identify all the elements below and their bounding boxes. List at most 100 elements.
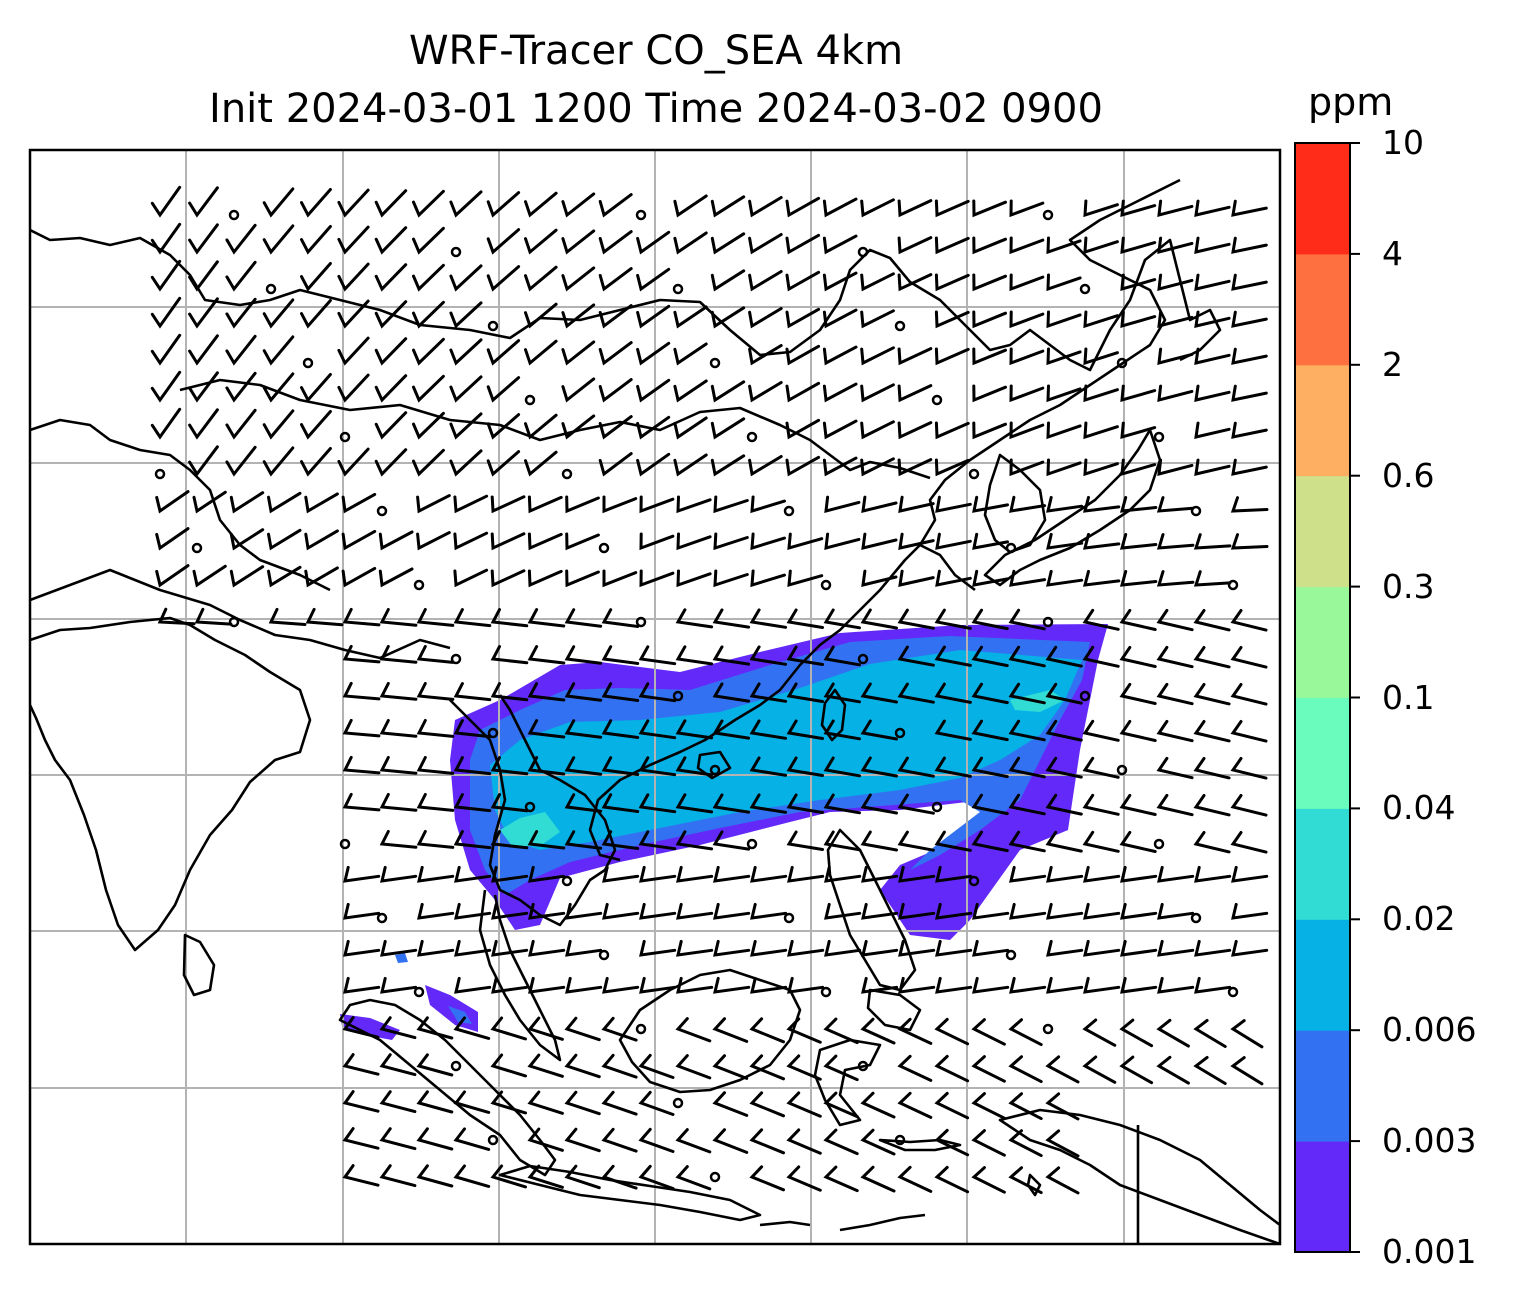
calm-wind-marker — [1227, 579, 1239, 591]
wind-barb — [786, 645, 824, 666]
wind-barb — [749, 682, 788, 703]
wind-barb — [225, 334, 257, 366]
wind-barb — [1119, 1055, 1154, 1085]
coastline-korea — [983, 453, 1047, 554]
wind-barb — [602, 569, 638, 588]
border-himalaya — [30, 568, 451, 660]
wind-barb — [1008, 830, 1046, 853]
wind-barb — [638, 1053, 675, 1079]
wind-barb — [1083, 902, 1121, 920]
wind-barb — [786, 682, 824, 703]
wind-barb — [188, 334, 219, 366]
wind-barb — [1045, 1092, 1080, 1121]
wind-barb — [561, 340, 596, 366]
calm-wind-marker — [487, 320, 499, 332]
wind-barb — [453, 568, 489, 588]
wind-barb — [713, 939, 751, 957]
colorbar-tick-label: 0.04 — [1382, 788, 1456, 828]
wind-barb — [897, 830, 935, 852]
wind-barb — [601, 719, 640, 739]
wind-barb — [564, 793, 603, 813]
wind-barb — [1083, 865, 1121, 883]
calm-wind-marker — [1153, 838, 1165, 850]
colorbar-segment — [1295, 1141, 1350, 1253]
wind-barb — [1082, 645, 1120, 668]
wind-barb — [1193, 1018, 1227, 1048]
wind-barb — [188, 297, 219, 329]
wind-barb — [416, 756, 455, 775]
wind-barb — [824, 902, 862, 920]
calm-wind-marker — [228, 209, 240, 221]
wind-barb — [598, 230, 633, 255]
wind-barb — [490, 532, 526, 551]
wind-barb — [934, 310, 970, 329]
wind-barb — [636, 341, 671, 366]
wind-barb — [785, 233, 821, 255]
wind-barb — [262, 298, 295, 329]
wind-barb — [1046, 865, 1084, 883]
wind-barb — [1230, 1019, 1264, 1049]
wind-barb — [676, 495, 712, 514]
calm-wind-marker — [968, 875, 980, 887]
wind-barb — [676, 532, 712, 551]
wind-barb — [971, 1018, 1006, 1046]
wind-barb — [150, 370, 182, 403]
calm-wind-marker — [302, 357, 314, 369]
wind-barb — [710, 269, 746, 292]
wind-barb — [787, 569, 824, 588]
wind-barb — [861, 865, 899, 883]
wind-barb — [188, 223, 219, 255]
wind-barb — [1193, 1055, 1227, 1085]
wind-barb — [379, 1053, 417, 1077]
wind-barb — [673, 379, 708, 403]
wind-barb — [524, 339, 558, 366]
wind-barb — [1231, 421, 1268, 439]
wind-barb — [1194, 310, 1231, 328]
wind-barb — [416, 1127, 454, 1151]
wind-barb — [1008, 645, 1046, 668]
wind-barb — [971, 793, 1009, 816]
wind-barb — [561, 377, 596, 403]
wind-barb — [304, 566, 339, 588]
calm-wind-marker — [1005, 949, 1017, 961]
wind-barb — [1082, 608, 1120, 631]
calm-wind-marker — [1079, 690, 1091, 702]
wind-barb — [636, 415, 671, 440]
wind-barb — [823, 793, 861, 815]
wind-barb — [824, 532, 861, 551]
colorbar-segment — [1295, 1030, 1350, 1142]
wind-barb — [417, 865, 455, 883]
wind-barb — [639, 902, 677, 920]
wind-barb — [1008, 1166, 1043, 1195]
calm-wind-marker — [709, 1171, 721, 1183]
wind-barb — [971, 1092, 1006, 1120]
wind-barb — [486, 228, 521, 255]
wind-barb — [150, 222, 182, 255]
wind-barb — [416, 494, 451, 514]
wind-barb — [823, 608, 861, 630]
wind-barb — [748, 233, 783, 255]
wind-barb — [1194, 939, 1232, 957]
wind-barb — [527, 719, 566, 739]
wind-barb — [823, 756, 861, 778]
wind-barb — [636, 304, 671, 329]
wind-barb — [1045, 756, 1083, 779]
wind-barb — [934, 1128, 970, 1157]
wind-barb — [490, 1053, 527, 1078]
wind-barb — [860, 1128, 896, 1156]
wind-barb — [343, 902, 381, 920]
wind-barb — [412, 411, 445, 440]
wind-barb — [374, 300, 408, 329]
wind-barb — [157, 607, 196, 626]
wind-barb — [1156, 793, 1194, 817]
wind-barb — [416, 1090, 454, 1114]
wind-barb — [1008, 1018, 1043, 1047]
wind-barb — [1046, 273, 1082, 292]
wind-barb — [638, 1090, 675, 1116]
wind-barb — [262, 187, 295, 218]
wind-barb — [564, 608, 603, 628]
wind-barb — [225, 260, 257, 292]
calm-wind-marker — [524, 394, 536, 406]
wind-barb — [898, 865, 936, 883]
wind-barb — [1009, 976, 1047, 994]
